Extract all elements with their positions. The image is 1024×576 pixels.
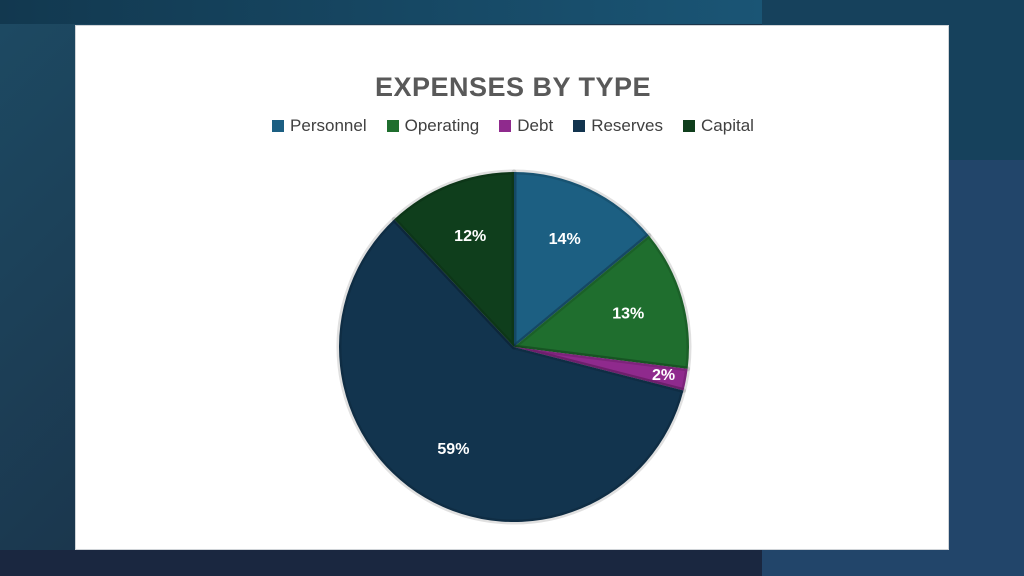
pie-label-operating: 13% — [612, 305, 644, 322]
legend-item-operating: Operating — [386, 116, 480, 136]
pie-label-capital: 12% — [454, 228, 486, 245]
legend-item-personnel: Personnel — [272, 116, 367, 136]
legend-label-reserves: Reserves — [591, 116, 664, 135]
pie-slice-operating[interactable] — [511, 232, 692, 372]
legend-item-capital: Capital — [683, 116, 754, 136]
pie-labels: 14% 13% 2% 59% 12% — [437, 228, 675, 458]
chart-legend: Personnel Operating Debt Reserves Capita… — [76, 116, 950, 136]
legend-swatch-debt — [499, 120, 512, 132]
legend-swatch-personnel — [272, 120, 285, 132]
legend-item-debt: Debt — [499, 116, 553, 136]
pie-slice-personnel[interactable] — [511, 169, 652, 350]
pie-label-reserves: 59% — [437, 441, 469, 458]
pie-slice-capital[interactable] — [391, 169, 517, 350]
pie-slice-reserves[interactable] — [336, 216, 687, 525]
background-band-top — [0, 0, 762, 24]
legend-item-reserves: Reserves — [573, 116, 663, 136]
legend-swatch-capital — [683, 120, 696, 132]
legend-label-operating: Operating — [404, 116, 480, 135]
pie-label-personnel: 14% — [549, 231, 581, 248]
legend-swatch-reserves — [573, 120, 586, 132]
pie-label-debt: 2% — [652, 367, 675, 384]
pie-slice-debt[interactable] — [511, 344, 691, 394]
legend-label-debt: Debt — [517, 116, 554, 135]
chart-card[interactable]: EXPENSES BY TYPE Personnel Operating Deb… — [75, 25, 949, 550]
pie-chart: 14% 13% 2% 59% 12% — [336, 169, 692, 525]
pie-slices — [336, 169, 692, 525]
legend-label-capital: Capital — [701, 116, 754, 135]
legend-label-personnel: Personnel — [290, 116, 367, 135]
chart-title: EXPENSES BY TYPE — [374, 72, 652, 102]
background-band-bottom — [0, 550, 762, 576]
legend-swatch-operating — [386, 120, 399, 132]
